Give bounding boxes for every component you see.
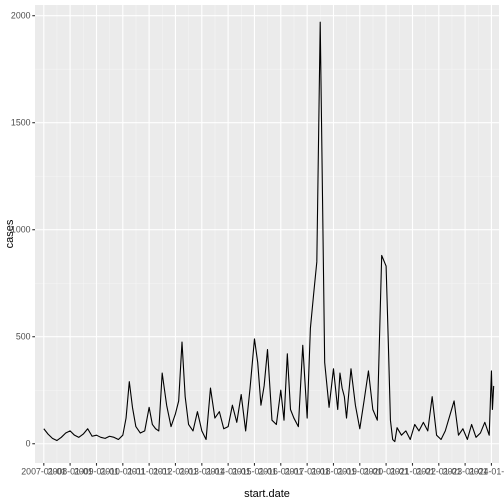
x-tick-label: 2007-01-01	[21, 467, 66, 477]
x-tick-label: 2021-01-01	[390, 467, 435, 477]
y-tick-label: 0	[26, 439, 31, 449]
x-tick-label: 2018-01-01	[311, 467, 356, 477]
x-tick-label: 2012-01-01	[153, 467, 198, 477]
series-layer	[43, 21, 495, 443]
series-line	[43, 21, 495, 443]
x-tick-label: 2016-01-01	[258, 467, 303, 477]
y-axis: 0 500 1000 1500 2000	[11, 11, 35, 449]
x-axis: 2007-01-012008-01-012009-01-012010-01-01…	[21, 463, 504, 477]
x-tick-label: 2019-01-01	[337, 467, 382, 477]
x-tick-label: 2022-01-01	[416, 467, 461, 477]
x-tick-label: 2023-01-01	[443, 467, 488, 477]
x-tick-label: 2024-01-01	[469, 467, 504, 477]
y-axis-title: cases	[4, 219, 16, 248]
x-tick-label: 2010-01-01	[100, 467, 145, 477]
minor-gridlines	[35, 5, 499, 463]
y-tick-label: 2000	[11, 11, 31, 21]
major-gridlines	[35, 5, 499, 463]
y-tick-label: 500	[16, 332, 31, 342]
plot-panel	[35, 5, 499, 463]
x-tick-label: 2011-01-01	[127, 467, 171, 477]
y-tick-label: 1000	[11, 225, 31, 235]
x-tick-label: 2013-01-01	[179, 467, 224, 477]
x-tick-label: 2008-01-01	[48, 467, 93, 477]
x-tick-label: 2020-01-01	[364, 467, 409, 477]
x-tick-label: 2014-01-01	[206, 467, 251, 477]
x-tick-label: 2017-01-01	[285, 467, 330, 477]
x-tick-label: 2009-01-01	[74, 467, 119, 477]
x-axis-title: start.date	[244, 488, 290, 500]
x-tick-label: 2015-01-01	[232, 467, 277, 477]
y-tick-label: 1500	[11, 118, 31, 128]
